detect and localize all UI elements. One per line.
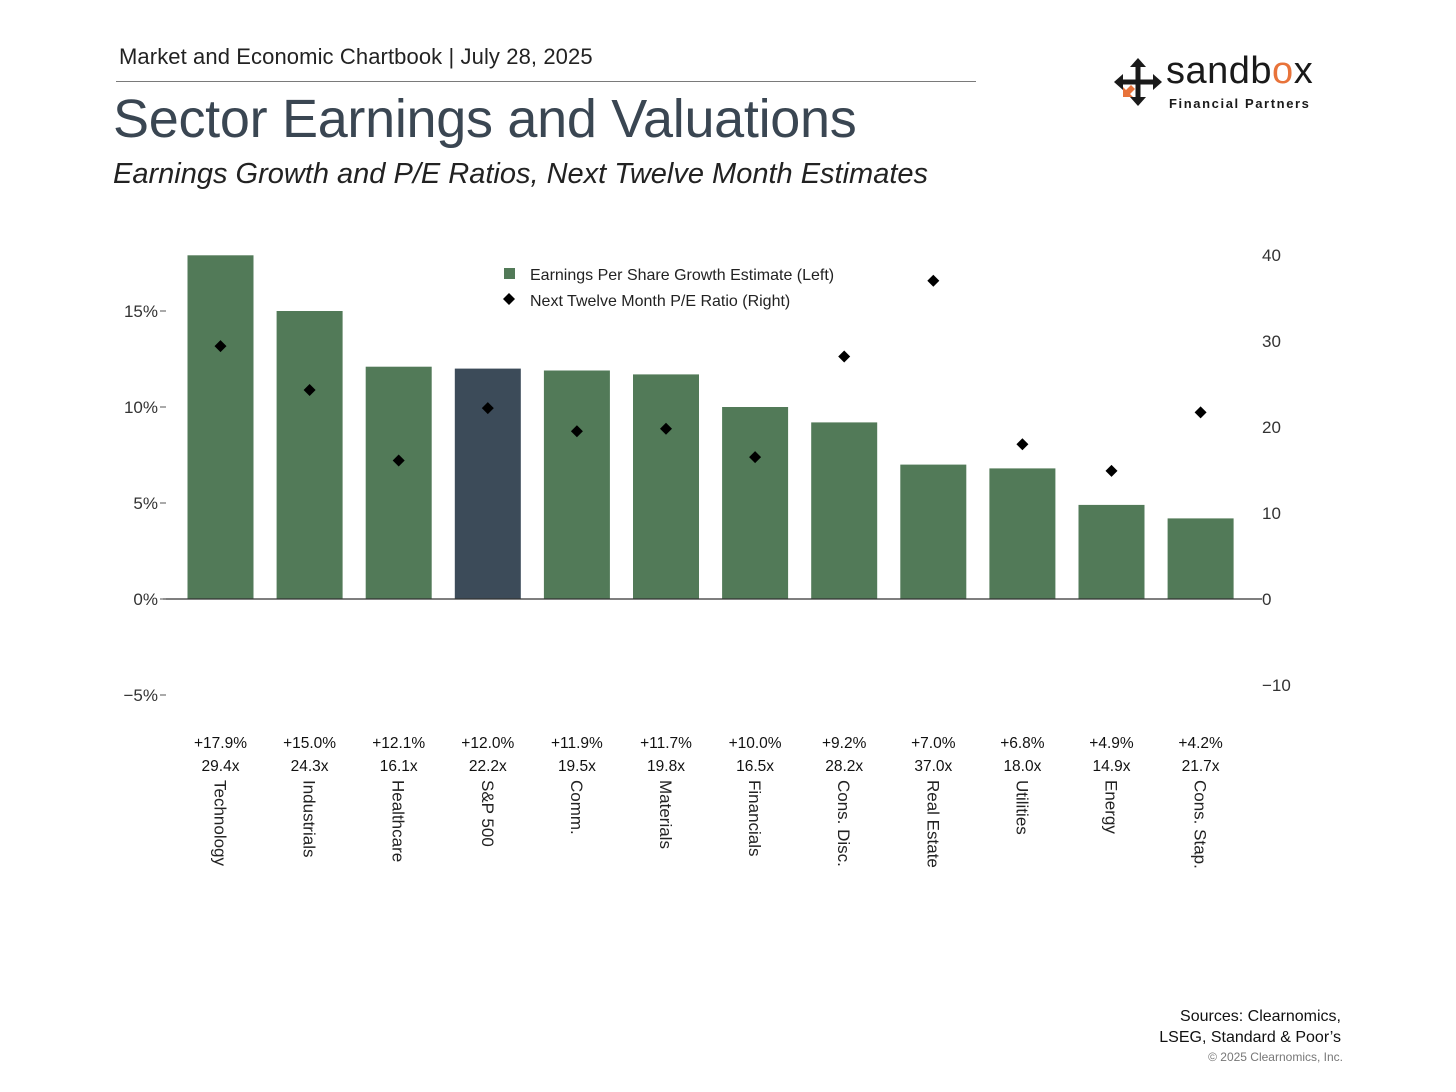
category-label: Technology <box>211 780 230 867</box>
legend-diamond-swatch <box>503 293 515 305</box>
growth-value-label: +12.0% <box>461 735 514 752</box>
pe-marker-7 <box>838 350 851 363</box>
growth-value-label: +11.7% <box>640 735 692 752</box>
category-label: S&P 500 <box>478 780 497 847</box>
sandbox-logo: sandbox Financial Partners <box>1114 50 1328 112</box>
bar-4 <box>543 370 610 599</box>
pe-marker-11 <box>1194 406 1207 419</box>
bar-9 <box>989 468 1056 599</box>
pe-value-label: 21.7x <box>1182 758 1220 775</box>
right-axis-tick-label: 0 <box>1262 590 1271 609</box>
chartbook-kicker: Market and Economic Chartbook | July 28,… <box>119 44 593 69</box>
bar-10 <box>1078 504 1145 599</box>
pe-value-label: 16.5x <box>736 758 774 775</box>
left-axis-tick-label: 15% <box>124 302 158 321</box>
bar-5 <box>633 374 699 599</box>
bar-8 <box>900 464 967 599</box>
pe-marker-6 <box>749 451 762 464</box>
bar-1 <box>276 311 343 599</box>
growth-value-label: +10.0% <box>729 735 782 752</box>
right-axis-tick-label: 20 <box>1262 418 1281 437</box>
pe-value-label: 29.4x <box>202 758 240 775</box>
pe-marker-2 <box>392 454 405 467</box>
pe-value-label: 19.5x <box>558 758 596 775</box>
logo-wordmark: sandbox <box>1166 50 1314 92</box>
growth-value-label: +15.0% <box>283 735 336 752</box>
category-label: Industrials <box>300 780 319 857</box>
growth-value-label: +17.9% <box>194 735 247 752</box>
left-axis-tick-label: −5% <box>124 686 159 705</box>
legend-bar-swatch <box>504 268 515 279</box>
legend-bar-label: Earnings Per Share Growth Estimate (Left… <box>530 267 834 284</box>
bar-2 <box>365 366 432 599</box>
page-title: Sector Earnings and Valuations <box>113 89 857 149</box>
sandbox-arrows-icon <box>1114 58 1162 106</box>
bar-11 <box>1167 518 1234 599</box>
pe-marker-1 <box>303 384 316 397</box>
pe-marker-10 <box>1105 464 1118 477</box>
growth-value-label: +4.9% <box>1089 735 1134 752</box>
category-label: Utilities <box>1012 780 1031 835</box>
right-axis-tick-label: 10 <box>1262 504 1281 523</box>
right-axis-tick-label: 30 <box>1262 332 1281 351</box>
growth-value-label: +7.0% <box>911 735 956 752</box>
growth-value-label: +6.8% <box>1000 735 1045 752</box>
left-axis-tick-label: 0% <box>133 590 158 609</box>
growth-value-label: +4.2% <box>1178 735 1223 752</box>
right-axis-tick-label: −10 <box>1262 676 1291 695</box>
copyright-note: © 2025 Clearnomics, Inc. <box>1208 1050 1343 1064</box>
pe-value-label: 37.0x <box>914 758 952 775</box>
sources-note: Sources: Clearnomics, LSEG, Standard & P… <box>1159 1006 1341 1048</box>
pe-marker-4 <box>570 425 583 438</box>
pe-value-label: 18.0x <box>1003 758 1041 775</box>
left-axis-tick-label: 10% <box>124 398 158 417</box>
growth-value-label: +12.1% <box>372 735 425 752</box>
growth-value-label: +9.2% <box>822 735 867 752</box>
category-label: Materials <box>656 780 675 849</box>
left-axis-tick-label: 5% <box>133 494 158 513</box>
bar-7 <box>811 422 878 599</box>
category-label: Financials <box>745 780 764 857</box>
sources-line-2: LSEG, Standard & Poor’s <box>1159 1029 1341 1046</box>
pe-value-label: 28.2x <box>825 758 863 775</box>
pe-marker-0 <box>214 340 227 353</box>
category-label: Cons. Stap. <box>1191 780 1210 869</box>
pe-marker-3 <box>481 402 494 415</box>
pe-value-label: 16.1x <box>380 758 418 775</box>
category-label: Cons. Disc. <box>834 780 853 867</box>
pe-value-label: 14.9x <box>1093 758 1131 775</box>
pe-marker-9 <box>1016 438 1029 451</box>
growth-value-label: +11.9% <box>551 735 603 752</box>
pe-marker-8 <box>927 274 940 287</box>
sources-line-1: Sources: Clearnomics, <box>1180 1008 1341 1025</box>
bar-6 <box>722 407 789 599</box>
page-subtitle: Earnings Growth and P/E Ratios, Next Twe… <box>113 158 929 190</box>
pe-value-label: 24.3x <box>291 758 329 775</box>
bar-0 <box>187 255 254 600</box>
category-label: Real Estate <box>923 780 942 868</box>
legend-diamond-label: Next Twelve Month P/E Ratio (Right) <box>530 293 790 310</box>
category-label: Healthcare <box>389 780 408 862</box>
header-divider <box>116 81 976 82</box>
pe-marker-5 <box>660 422 672 435</box>
pe-value-label: 22.2x <box>469 758 507 775</box>
category-label: Energy <box>1102 780 1121 834</box>
category-label: Comm. <box>567 780 586 835</box>
logo-tagline: Financial Partners <box>1169 96 1311 111</box>
pe-value-label: 19.8x <box>647 758 685 775</box>
right-axis-tick-label: 40 <box>1262 246 1281 265</box>
